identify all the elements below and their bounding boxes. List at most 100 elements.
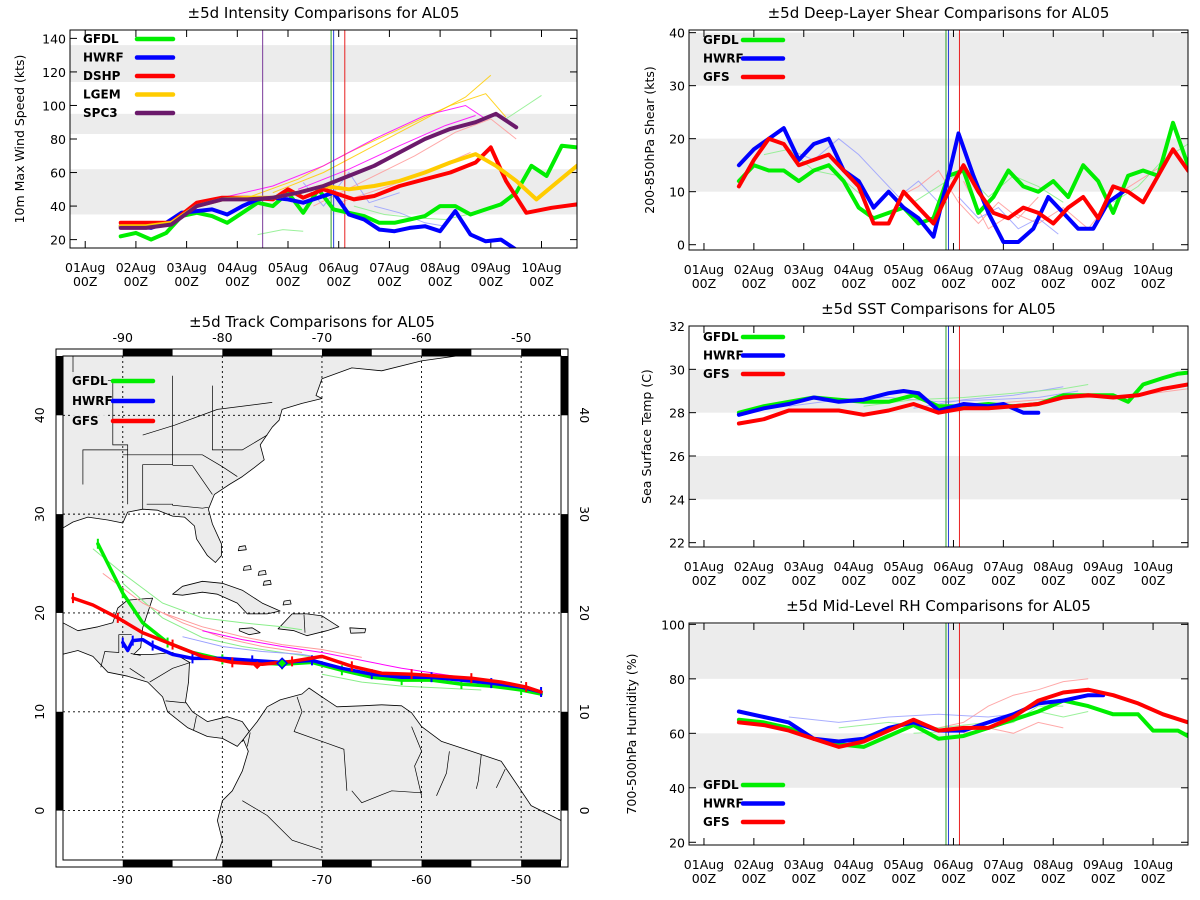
country-border [242, 800, 323, 851]
chart-title: ±5d SST Comparisons for AL05 [821, 300, 1056, 318]
legend-label: LGEM [83, 88, 121, 102]
x-tick-label: 06Aug [933, 262, 973, 277]
bahamas-land [282, 599, 292, 606]
x-tick-label: 00Z [941, 871, 965, 886]
x-tick-label: 08Aug [420, 260, 460, 275]
y-tick-label: 40 [669, 781, 685, 796]
chart-title: ±5d Mid-Level RH Comparisons for AL05 [786, 597, 1091, 615]
x-tick-label: 03Aug [784, 559, 824, 574]
x-tick-label: 00Z [1041, 276, 1065, 291]
country-border [475, 754, 482, 789]
bahamas-land [237, 545, 247, 552]
ensemble-member-line [788, 713, 1014, 723]
series-line-gfs [736, 136, 1188, 226]
y-tick-label: 20 [50, 233, 66, 248]
ensemble-member-line [257, 229, 304, 236]
shade-band [689, 138, 1188, 192]
x-tick-label: 00Z [841, 871, 865, 886]
y-tick-label: 80 [50, 132, 66, 147]
shade-band [70, 169, 577, 215]
x-tick-label: 02Aug [734, 559, 774, 574]
y-tick-label: 20 [669, 132, 685, 147]
x-tick-label: 00Z [73, 274, 97, 289]
x-tick-label: 00Z [792, 573, 816, 588]
series-line-hwrf [736, 389, 1041, 417]
y-tick-label: 120 [42, 65, 66, 80]
y-tick-label: 100 [661, 617, 685, 632]
puerto-rico-land [349, 627, 367, 634]
lat-tick-label: 30 [577, 506, 592, 522]
ensemble-member-line [963, 164, 1164, 230]
lat-tick-label: 30 [32, 506, 47, 522]
x-tick-label: 00Z [225, 274, 249, 289]
y-tick-label: 60 [669, 726, 685, 741]
x-tick-label: 08Aug [1033, 857, 1073, 872]
lat-tick-label: 40 [577, 407, 592, 423]
plot-area [736, 30, 1188, 250]
map-border-bar [421, 860, 472, 867]
y-tick-label: 30 [669, 362, 685, 377]
x-tick-label: 00Z [891, 276, 915, 291]
ensemble-member-line [297, 115, 476, 190]
country-border [122, 454, 238, 477]
y-axis-label: 10m Max Wind Speed (kts) [12, 55, 27, 224]
country-border [149, 662, 191, 683]
y-tick-label: 40 [669, 26, 685, 41]
rh-panel: ±5d Mid-Level RH Comparisons for AL05 700… [624, 597, 1189, 886]
x-tick-label: 00Z [991, 276, 1015, 291]
plot-area [118, 30, 577, 248]
x-tick-label: 00Z [1141, 276, 1165, 291]
map-border-bar [421, 349, 472, 356]
x-tick-label: 00Z [742, 573, 766, 588]
x-tick-label: 00Z [124, 274, 148, 289]
y-tick-label: 140 [42, 31, 66, 46]
legend-label: GFDL [72, 374, 108, 388]
series-line-gfdl [736, 120, 1188, 226]
map-border-bar [561, 356, 568, 416]
x-tick-label: 00Z [529, 274, 553, 289]
lon-tick-label: -50 [511, 872, 531, 887]
legend-bg [70, 372, 108, 388]
x-tick-label: 09Aug [1083, 857, 1123, 872]
x-tick-label: 05Aug [268, 260, 308, 275]
legend-label: GFDL [703, 330, 739, 344]
y-tick-label: 40 [50, 199, 66, 214]
x-tick-label: 00Z [692, 276, 716, 291]
x-tick-label: 01Aug [684, 262, 724, 277]
x-tick-label: 00Z [1041, 871, 1065, 886]
y-tick-label: 10 [669, 185, 685, 200]
x-tick-label: 00Z [692, 871, 716, 886]
x-tick-label: 06Aug [933, 559, 973, 574]
map-border-bar [222, 860, 273, 867]
x-tick-label: 02Aug [734, 857, 774, 872]
ensemble-member-line [247, 93, 507, 199]
ensemble-member-line [938, 678, 1089, 729]
x-tick-label: 03Aug [784, 262, 824, 277]
country-border [436, 751, 450, 796]
bahamas-land [257, 570, 267, 576]
lat-tick-label: 0 [32, 807, 47, 815]
country-border [142, 402, 273, 436]
legend-label: HWRF [83, 51, 124, 65]
x-tick-label: 01Aug [65, 260, 105, 275]
x-tick-label: 02Aug [116, 260, 156, 275]
legend-bg [70, 412, 108, 428]
lon-tick-label: -50 [511, 330, 531, 345]
x-tick-label: 00Z [174, 274, 198, 289]
x-tick-label: 00Z [742, 276, 766, 291]
legend-label: GFDL [83, 32, 119, 46]
track-map-panel: ±5d Track Comparisons for AL05 -90 -90 -80 -… [32, 313, 592, 887]
country-border [193, 715, 197, 731]
lon-tick-label: -90 [113, 330, 133, 345]
initial-position-marker [276, 657, 289, 670]
lon-tick-label: -70 [312, 872, 332, 887]
hispaniola-land [277, 613, 340, 637]
x-tick-label: 00Z [1141, 871, 1165, 886]
lat-tick-label: 10 [577, 704, 592, 720]
country-border [51, 534, 53, 555]
sst-panel: ±5d SST Comparisons for AL05 Sea Surface … [639, 300, 1189, 588]
map-border-bar [56, 514, 63, 613]
country-border [351, 790, 422, 804]
country-border [129, 668, 145, 679]
ensemble-member-line [863, 384, 1089, 407]
